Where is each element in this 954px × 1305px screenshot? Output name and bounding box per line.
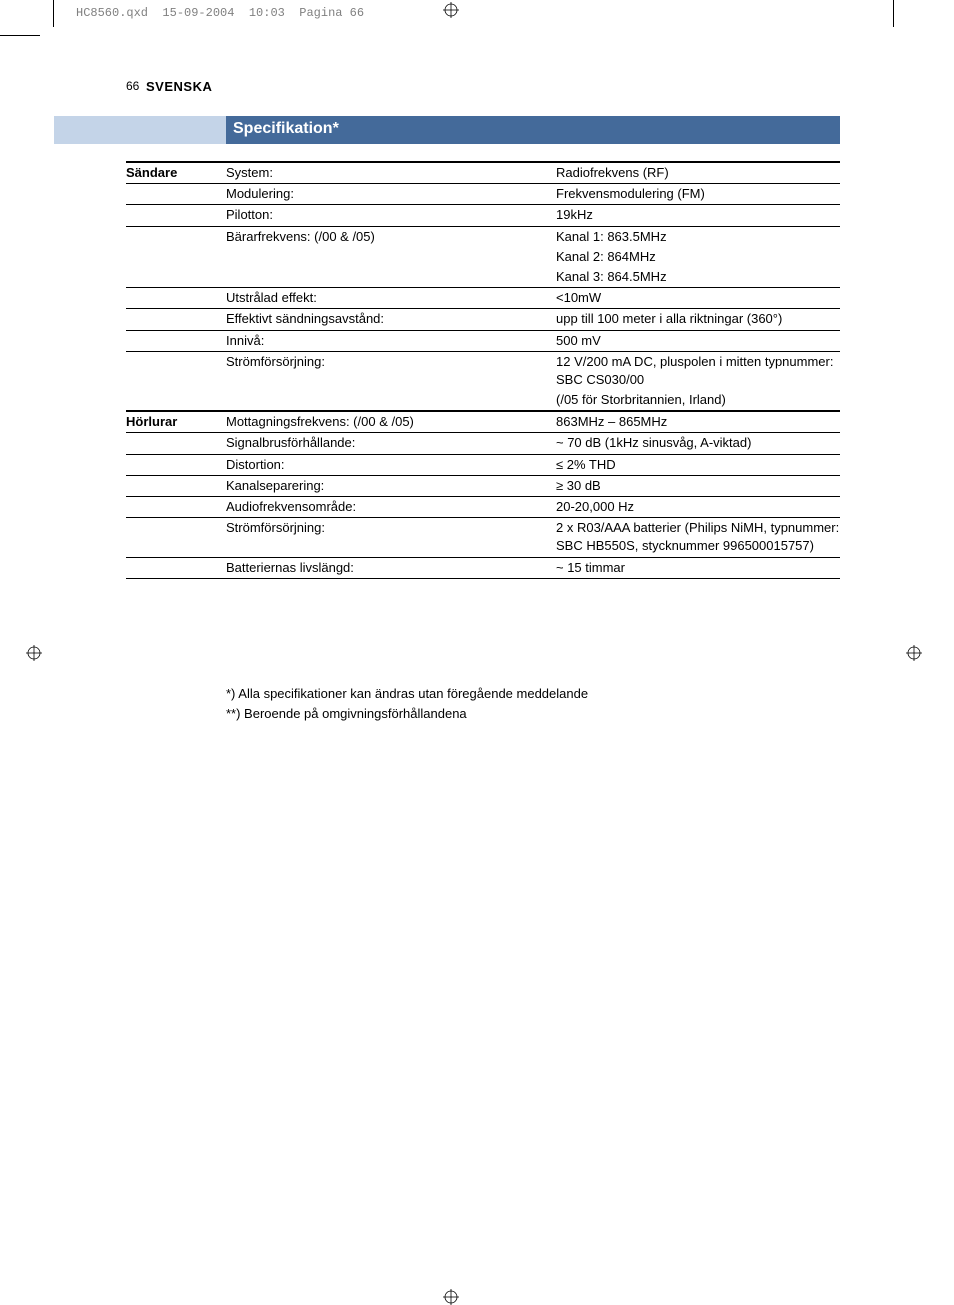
spec-value: upp till 100 meter i alla riktningar (36… bbox=[556, 309, 840, 330]
spec-value: ~ 70 dB (1kHz sinusvåg, A-viktad) bbox=[556, 433, 840, 454]
registration-mark-icon bbox=[443, 1289, 459, 1305]
crop-mark bbox=[53, 0, 54, 27]
spec-value: Kanal 2: 864MHz bbox=[556, 247, 840, 267]
print-document-info: HC8560.qxd 15-09-2004 10:03 Pagina 66 bbox=[76, 6, 364, 20]
page-language: SVENSKA bbox=[146, 79, 212, 94]
spec-value: 20-20,000 Hz bbox=[556, 497, 840, 518]
spec-label: Utstrålad effekt: bbox=[226, 288, 556, 309]
section-title: Specifikation* bbox=[233, 120, 339, 138]
spec-label: Batteriernas livslängd: bbox=[226, 557, 556, 578]
print-page-label: Pagina 66 bbox=[299, 6, 364, 20]
spec-value: 863MHz – 865MHz bbox=[556, 411, 840, 433]
group-label: Sändare bbox=[126, 162, 226, 184]
spec-value: 500 mV bbox=[556, 330, 840, 351]
spec-value: ≥ 30 dB bbox=[556, 475, 840, 496]
spec-value: <10mW bbox=[556, 288, 840, 309]
print-time: 10:03 bbox=[249, 6, 285, 20]
spec-value: Kanal 3: 864.5MHz bbox=[556, 267, 840, 288]
spec-label: Pilotton: bbox=[226, 205, 556, 226]
footnote: *) Alla specifikationer kan ändras utan … bbox=[226, 684, 588, 704]
spec-label bbox=[226, 247, 556, 267]
group-label: Hörlurar bbox=[126, 411, 226, 433]
spec-label bbox=[226, 390, 556, 411]
spec-label: Effektivt sändningsavstånd: bbox=[226, 309, 556, 330]
spec-label: Kanalseparering: bbox=[226, 475, 556, 496]
footnote: **) Beroende på omgivningsförhållandena bbox=[226, 704, 588, 724]
crop-mark bbox=[0, 35, 40, 36]
spec-value: Kanal 1: 863.5MHz bbox=[556, 226, 840, 247]
registration-mark-icon bbox=[26, 645, 42, 661]
spec-value: 12 V/200 mA DC, pluspolen i mitten typnu… bbox=[556, 351, 840, 390]
spec-label: Strömförsörjning: bbox=[226, 351, 556, 390]
spec-label: Bärarfrekvens: (/00 & /05) bbox=[226, 226, 556, 247]
spec-value: (/05 för Storbritannien, Irland) bbox=[556, 390, 840, 411]
spec-label: Innivå: bbox=[226, 330, 556, 351]
spec-label: Modulering: bbox=[226, 184, 556, 205]
registration-mark-icon bbox=[906, 645, 922, 661]
spec-label: System: bbox=[226, 162, 556, 184]
print-date: 15-09-2004 bbox=[162, 6, 234, 20]
registration-mark-icon bbox=[443, 2, 459, 18]
crop-mark bbox=[893, 0, 894, 27]
spec-value: 2 x R03/AAA batterier (Philips NiMH, typ… bbox=[556, 518, 840, 557]
specification-content: Sändare System: Radiofrekvens (RF) Modul… bbox=[126, 161, 840, 581]
spec-label: Mottagningsfrekvens: (/00 & /05) bbox=[226, 411, 556, 433]
header-bar-light bbox=[54, 116, 226, 144]
spec-value: Radiofrekvens (RF) bbox=[556, 162, 840, 184]
spec-label bbox=[226, 267, 556, 288]
page-number: 66 bbox=[126, 79, 139, 93]
footnotes: *) Alla specifikationer kan ändras utan … bbox=[226, 684, 588, 723]
spec-label: Distortion: bbox=[226, 454, 556, 475]
spec-value: Frekvensmodulering (FM) bbox=[556, 184, 840, 205]
spec-value: ≤ 2% THD bbox=[556, 454, 840, 475]
specification-table: Sändare System: Radiofrekvens (RF) Modul… bbox=[126, 161, 840, 581]
spec-label: Signalbrusförhållande: bbox=[226, 433, 556, 454]
print-filename: HC8560.qxd bbox=[76, 6, 148, 20]
spec-value: ~ 15 timmar bbox=[556, 557, 840, 578]
spec-value: 19kHz bbox=[556, 205, 840, 226]
spec-label: Strömförsörjning: bbox=[226, 518, 556, 557]
spec-label: Audiofrekvensområde: bbox=[226, 497, 556, 518]
